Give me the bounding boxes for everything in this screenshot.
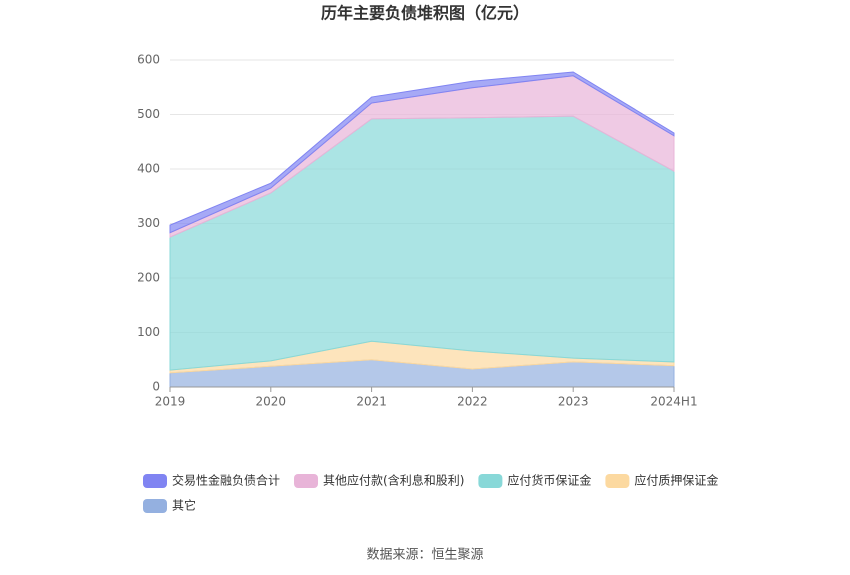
y-tick-label: 600 bbox=[137, 53, 160, 67]
y-tick-label: 200 bbox=[137, 271, 160, 285]
chart-title: 历年主要负债堆积图（亿元） bbox=[321, 4, 529, 23]
legend-swatch bbox=[143, 474, 167, 488]
y-tick-label: 400 bbox=[137, 162, 160, 176]
area bbox=[169, 71, 675, 234]
x-tick-label: 2019 bbox=[155, 395, 186, 409]
legend-swatch bbox=[143, 499, 167, 513]
x-tick-label: 2024H1 bbox=[650, 395, 697, 409]
x-tick-label: 2021 bbox=[356, 395, 387, 409]
y-tick-label: 500 bbox=[137, 107, 160, 121]
y-tick-label: 300 bbox=[137, 216, 160, 230]
legend-label: 应付货币保证金 bbox=[507, 473, 591, 488]
legend-label: 应付质押保证金 bbox=[634, 473, 718, 488]
legend-swatch bbox=[294, 474, 319, 488]
x-tick-label: 2022 bbox=[457, 395, 488, 409]
legend-swatch bbox=[605, 474, 630, 488]
legend-label: 其他应付款(含利息和股利) bbox=[323, 473, 464, 488]
legend-label: 其它 bbox=[172, 498, 196, 513]
y-tick-label: 100 bbox=[137, 325, 160, 339]
legend-swatch bbox=[478, 474, 503, 488]
y-tick-label: 0 bbox=[152, 380, 160, 394]
area bbox=[169, 115, 675, 371]
legend-label: 交易性金融负债合计 bbox=[172, 473, 280, 488]
x-tick-label: 2023 bbox=[558, 395, 589, 409]
x-tick-label: 2020 bbox=[256, 395, 287, 409]
source-note: 数据来源：恒生聚源 bbox=[366, 548, 483, 563]
